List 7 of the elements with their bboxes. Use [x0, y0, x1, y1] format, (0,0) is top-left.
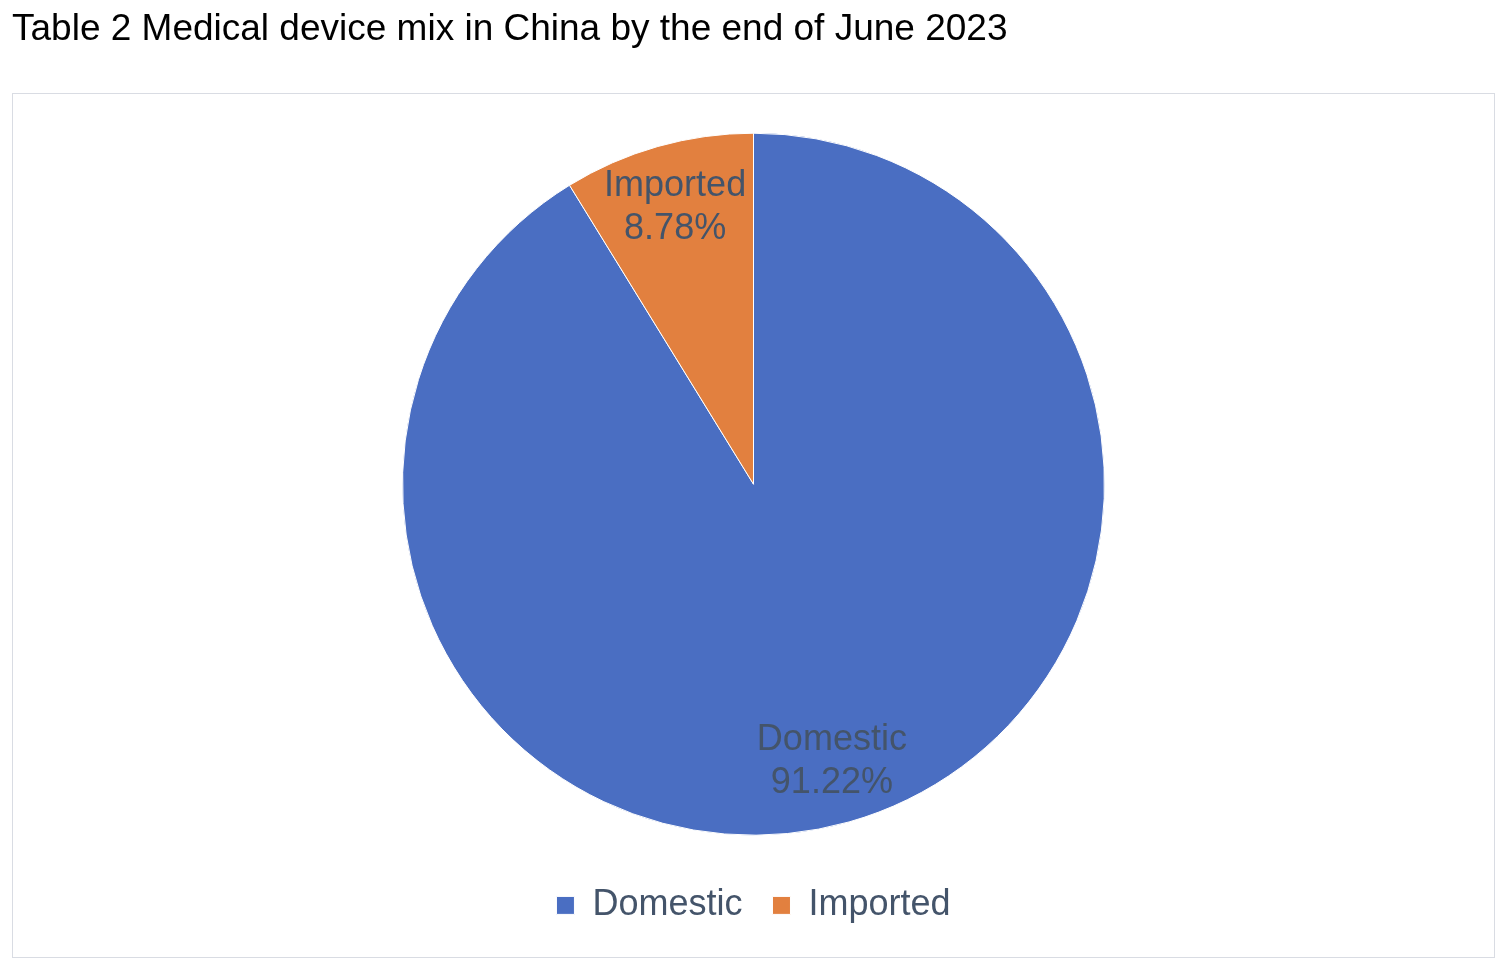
legend-label: Imported [808, 882, 951, 924]
slice-label: Domestic [756, 716, 907, 758]
data-label: 8.78% [624, 205, 727, 247]
data-label: 91.22% [770, 759, 893, 801]
legend-label: Domestic [592, 882, 743, 924]
chart-title: Table 2 Medical device mix in China by the end of June 2023 [12, 7, 1008, 49]
slice-label: Imported [604, 162, 747, 204]
